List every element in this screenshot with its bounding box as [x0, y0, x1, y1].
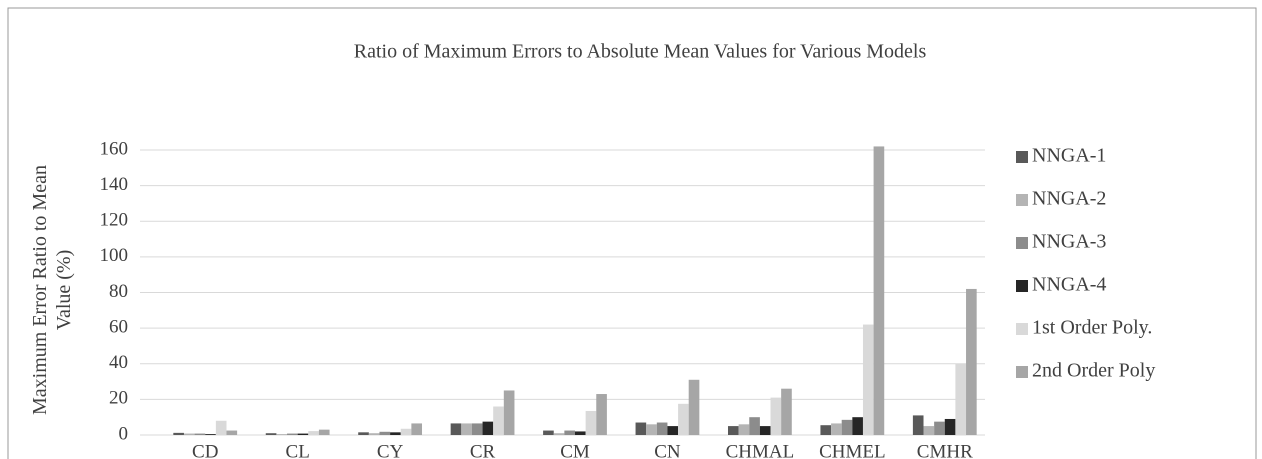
bar: [912, 415, 924, 435]
bar: [183, 433, 195, 435]
bar: [308, 431, 319, 435]
y-tick-label: 120: [100, 210, 129, 231]
bar: [923, 426, 935, 435]
y-tick-label: 40: [109, 352, 128, 373]
bar: [596, 394, 607, 435]
y-tick-label: 20: [109, 388, 128, 409]
bar: [781, 388, 792, 435]
bar: [564, 430, 575, 435]
y-tick-label: 0: [119, 423, 129, 444]
legend-label: 2nd Order Poly: [1032, 360, 1155, 382]
bar: [770, 397, 782, 435]
y-tick-label: 140: [100, 174, 129, 195]
legend-swatch: [1016, 237, 1028, 249]
y-axis-label: Maximum Error Ratio to Mean Value (%): [29, 165, 75, 415]
legend-swatch: [1016, 194, 1028, 206]
bar: [205, 434, 216, 435]
bar: [450, 423, 462, 435]
bar: [411, 423, 423, 435]
y-tick-label: 60: [109, 316, 128, 337]
bar: [656, 422, 668, 435]
bar: [667, 426, 679, 435]
x-tick-label: CMHR: [917, 441, 973, 459]
bar: [194, 433, 206, 435]
bar: [759, 426, 771, 435]
bar: [575, 431, 586, 435]
x-tick-label: CY: [377, 441, 404, 459]
x-tick-label: CL: [286, 441, 310, 459]
bar: [749, 417, 760, 435]
bar: [585, 410, 597, 435]
legend-label: 1st Order Poly.: [1032, 317, 1152, 339]
bar: [873, 146, 885, 435]
bar: [553, 433, 565, 435]
bar: [215, 420, 227, 435]
bar: [944, 418, 956, 435]
x-tick-label: CHMAL: [726, 441, 795, 459]
legend-swatch: [1016, 323, 1028, 335]
bar: [318, 429, 330, 435]
legend-label: NNGA-2: [1032, 188, 1106, 210]
bar: [297, 433, 309, 435]
bar: [966, 288, 977, 435]
bar: [841, 419, 853, 435]
bar: [831, 423, 842, 435]
y-tick-label: 100: [100, 245, 129, 266]
bar: [226, 430, 238, 435]
bar: [390, 432, 401, 435]
bar: [482, 421, 494, 435]
bar: [862, 324, 874, 435]
chart-title: Ratio of Maximum Errors to Absolute Mean…: [354, 41, 927, 63]
bar: [379, 431, 391, 435]
bar: [461, 423, 472, 435]
chart-border: [7, 7, 1257, 459]
bar: [173, 432, 184, 435]
bar: [934, 421, 945, 435]
x-tick-label: CN: [654, 441, 681, 459]
bar: [738, 424, 750, 435]
legend-label: NNGA-1: [1032, 145, 1106, 167]
bar: [471, 423, 483, 435]
bar: [543, 430, 554, 435]
bar: [635, 422, 647, 435]
bar: [688, 379, 700, 435]
legend-label: NNGA-4: [1032, 274, 1106, 296]
legend-swatch: [1016, 366, 1028, 378]
y-tick-label: 160: [100, 138, 129, 159]
bar: [852, 417, 863, 435]
bar: [820, 425, 832, 435]
x-tick-label: CD: [192, 441, 218, 459]
bar: [368, 433, 380, 435]
bar: [646, 424, 657, 435]
legend-label: NNGA-3: [1032, 231, 1106, 253]
bar: [727, 426, 739, 435]
x-tick-label: CHMEL: [819, 441, 886, 459]
legend-swatch: [1016, 280, 1028, 292]
bar: [265, 433, 277, 435]
bar: [493, 406, 504, 435]
bar: [678, 403, 689, 435]
legend-swatch: [1016, 151, 1028, 163]
x-tick-label: CM: [560, 441, 590, 459]
bar: [358, 432, 369, 435]
bar: [400, 428, 412, 435]
bar: [503, 390, 515, 435]
x-tick-label: CR: [470, 441, 496, 459]
bar: [287, 433, 298, 435]
bar: [955, 363, 967, 435]
bar: [276, 434, 288, 435]
y-tick-label: 80: [109, 281, 128, 302]
